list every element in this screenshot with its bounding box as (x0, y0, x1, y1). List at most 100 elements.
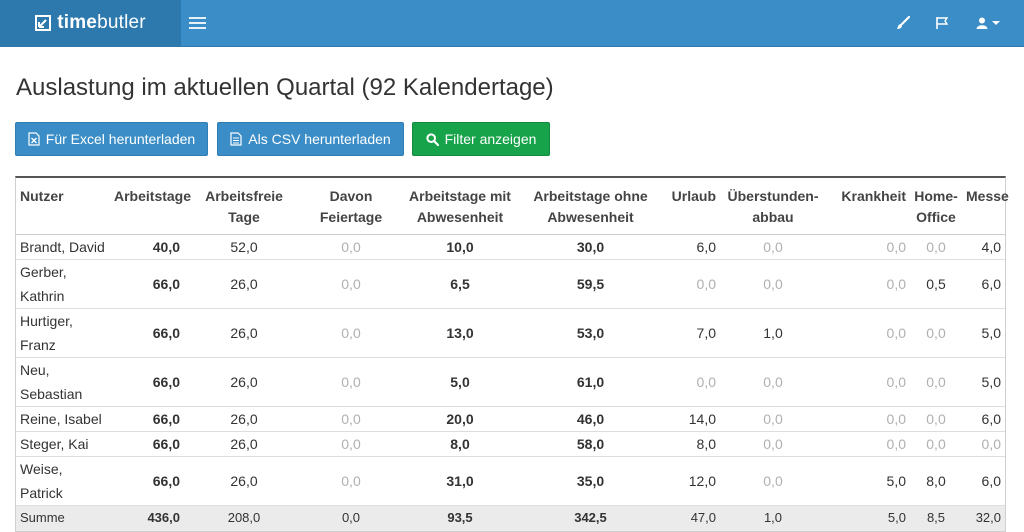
sum-cell: 1,0 (720, 505, 826, 531)
table-cell: 6,0 (962, 406, 1005, 432)
table-cell: 8,0 (398, 431, 522, 457)
user-name-cell: Reine, Isabel (16, 406, 110, 432)
table-cell: 0,0 (720, 234, 826, 260)
table-cell: 66,0 (110, 357, 184, 407)
sum-cell: 5,0 (826, 505, 910, 531)
table-cell: 58,0 (522, 431, 659, 457)
table-row[interactable]: Hurtiger, Franz 66,0 26,0 0,0 13,0 53,0 7,0 1,0… (16, 308, 1005, 358)
table-cell: 53,0 (522, 308, 659, 358)
page-title: Auslastung im aktuellen Quartal (92 Kale… (16, 74, 554, 101)
sum-cell: 47,0 (659, 505, 720, 531)
table-cell: 5,0 (962, 357, 1005, 407)
table-cell: 0,0 (962, 431, 1005, 457)
brush-icon[interactable] (896, 14, 910, 32)
column-header[interactable]: Home- Office (910, 178, 962, 235)
table-cell: 0,0 (910, 234, 962, 260)
table-cell: 13,0 (398, 308, 522, 358)
table-cell: 0,0 (826, 431, 910, 457)
table-cell: 59,5 (522, 259, 659, 309)
table-cell: 0,0 (304, 431, 398, 457)
table-cell: 1,0 (720, 308, 826, 358)
table-cell: 0,0 (720, 357, 826, 407)
column-header[interactable]: Arbeitstage ohne Abwesenheit (522, 178, 659, 235)
brand-name: timebutler (57, 12, 146, 33)
table-cell: 6,0 (962, 259, 1005, 309)
user-menu-button[interactable] (976, 14, 1000, 32)
table-cell: 5,0 (962, 308, 1005, 358)
sum-cell: 8,5 (910, 505, 962, 531)
sum-cell: 32,0 (962, 505, 1005, 531)
user-name-cell: Gerber, Kathrin (16, 259, 110, 309)
sum-cell: 0,0 (304, 505, 398, 531)
table-row[interactable]: Gerber, Kathrin 66,0 26,0 0,0 6,5 59,5 0,0 0,0 0… (16, 259, 1005, 309)
logo-icon (35, 15, 52, 31)
table-cell: 30,0 (522, 234, 659, 260)
table-cell: 8,0 (910, 456, 962, 506)
column-header[interactable]: Überstunden-abbau (720, 178, 826, 235)
table-cell: 0,0 (910, 308, 962, 358)
table-row[interactable]: Brandt, David 40,0 52,0 0,0 10,0 30,0 6,0 0,0 0,… (16, 234, 1005, 260)
user-name-cell: Weise, Patrick (16, 456, 110, 506)
top-navbar: timebutler (0, 0, 1024, 47)
table-cell: 0,0 (720, 406, 826, 432)
table-cell: 0,0 (826, 357, 910, 407)
table-row[interactable]: Neu, Sebastian 66,0 26,0 0,0 5,0 61,0 0,0 0,0 0,… (16, 357, 1005, 407)
column-header[interactable]: Krankheit (826, 178, 910, 235)
table-row[interactable]: Reine, Isabel 66,0 26,0 0,0 20,0 46,0 14,0 0,0 0… (16, 406, 1005, 432)
caret-down-icon (992, 21, 1000, 25)
column-header[interactable]: Messe (962, 178, 1009, 235)
column-header[interactable]: Arbeitstage (110, 178, 191, 235)
sum-cell: 342,5 (522, 505, 659, 531)
table-cell: 0,0 (304, 357, 398, 407)
table-row[interactable]: Weise, Patrick 66,0 26,0 0,0 31,0 35,0 12,0 0,0… (16, 456, 1005, 506)
table-cell: 12,0 (659, 456, 720, 506)
table-row[interactable]: Steger, Kai 66,0 26,0 0,0 8,0 58,0 8,0 0,0 0,0 0,… (16, 431, 1005, 457)
column-header[interactable]: Arbeitstage mit Abwesenheit (398, 178, 522, 235)
table-cell: 52,0 (184, 234, 304, 260)
table-cell: 0,0 (659, 357, 720, 407)
table-cell: 66,0 (110, 431, 184, 457)
table-cell: 26,0 (184, 456, 304, 506)
table-cell: 66,0 (110, 259, 184, 309)
table-cell: 7,0 (659, 308, 720, 358)
user-name-cell: Brandt, David (16, 234, 110, 260)
table-cell: 0,0 (826, 308, 910, 358)
show-filter-button[interactable]: Filter anzeigen (412, 122, 550, 156)
table-cell: 0,0 (826, 406, 910, 432)
sum-row: Summe 436,0 208,0 0,0 93,5 342,5 47,0 1,0 5,0 8,5… (16, 505, 1005, 531)
table-cell: 0,0 (304, 456, 398, 506)
table-cell: 61,0 (522, 357, 659, 407)
csv-file-icon (230, 132, 242, 146)
table-cell: 26,0 (184, 259, 304, 309)
column-header[interactable]: Nutzer (16, 178, 110, 235)
table-cell: 0,0 (720, 259, 826, 309)
table-cell: 0,0 (304, 259, 398, 309)
table-cell: 5,0 (398, 357, 522, 407)
column-header[interactable]: Urlaub (659, 178, 720, 235)
sum-label: Summe (16, 505, 110, 531)
flag-icon[interactable] (935, 14, 949, 32)
column-header[interactable]: Davon Feiertage (304, 178, 398, 235)
sum-cell: 436,0 (110, 505, 184, 531)
table-cell: 26,0 (184, 357, 304, 407)
brand-logo[interactable]: timebutler (0, 0, 181, 46)
table-cell: 0,0 (910, 431, 962, 457)
table-cell: 0,0 (304, 406, 398, 432)
table-cell: 46,0 (522, 406, 659, 432)
table-cell: 26,0 (184, 308, 304, 358)
column-header[interactable]: Arbeitsfreie Tage (184, 178, 304, 235)
user-icon (976, 17, 988, 29)
table-cell: 5,0 (826, 456, 910, 506)
table-cell: 10,0 (398, 234, 522, 260)
table-cell: 0,0 (910, 357, 962, 407)
search-icon (425, 132, 439, 146)
table-cell: 6,0 (962, 456, 1005, 506)
table-cell: 4,0 (962, 234, 1005, 260)
download-csv-button[interactable]: Als CSV herunterladen (217, 122, 404, 156)
menu-toggle-icon[interactable] (189, 14, 209, 32)
table-cell: 0,0 (304, 308, 398, 358)
utilization-table: Nutzer Arbeitstage Arbeitsfreie Tage Davon Fe… (15, 176, 1009, 532)
download-excel-button[interactable]: Für Excel herunterladen (15, 122, 208, 156)
user-name-cell: Neu, Sebastian (16, 357, 110, 407)
sum-cell: 93,5 (398, 505, 522, 531)
